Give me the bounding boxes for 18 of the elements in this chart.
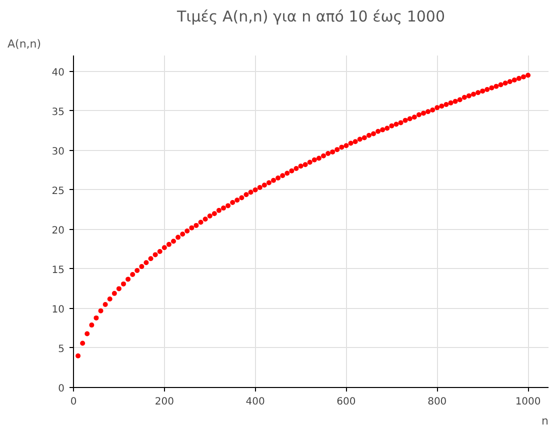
y-tick-label: 40 xyxy=(52,67,65,78)
x-tick-label: 600 xyxy=(336,396,356,408)
x-tick-label: 0 xyxy=(70,396,77,408)
y-tick-label: 30 xyxy=(52,146,65,158)
x-tick-label: 1000 xyxy=(515,396,541,408)
x-axis-title: n xyxy=(542,414,549,428)
y-tick-label: 5 xyxy=(58,344,65,355)
chart-title: Τιμές A(n,n) για n από 10 έως 1000 xyxy=(176,8,446,26)
y-tick-label: 15 xyxy=(52,264,65,276)
x-tick-label: 400 xyxy=(246,396,265,408)
y-tick-label: 25 xyxy=(52,186,65,197)
x-tick-label: 200 xyxy=(154,396,174,408)
y-tick-label: 0 xyxy=(58,384,65,394)
y-tick-label: 10 xyxy=(52,304,65,316)
x-tick-label: 800 xyxy=(428,396,447,408)
y-tick-label: 35 xyxy=(52,106,65,118)
y-tick-label: 20 xyxy=(52,225,65,236)
y-axis-title: A(n,n) xyxy=(8,38,42,50)
